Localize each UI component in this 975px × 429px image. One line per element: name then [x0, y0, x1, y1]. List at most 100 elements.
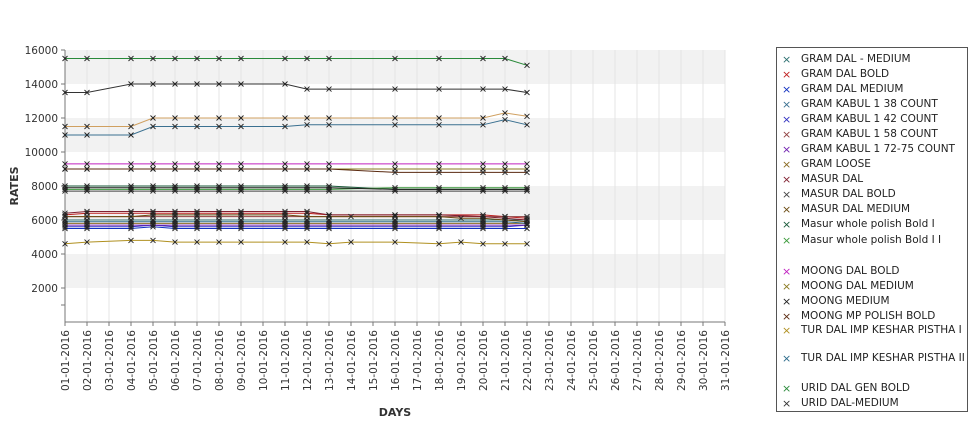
data-point — [216, 161, 222, 167]
data-point — [62, 55, 68, 62]
data-point — [480, 55, 486, 62]
legend-label: TUR DAL IMP KESHAR PISTHA I — [801, 324, 962, 336]
data-point — [84, 239, 90, 245]
x-tick-label: 26-01-2016 — [610, 330, 622, 391]
data-point — [150, 184, 156, 191]
data-point — [238, 184, 244, 191]
x-tick-label: 03-01-2016 — [104, 330, 116, 391]
x-tick-label: 20-01-2016 — [478, 330, 490, 391]
data-point — [502, 110, 508, 116]
series-line — [65, 112, 528, 127]
data-point — [458, 215, 464, 222]
x-tick-label: 02-01-2016 — [82, 330, 94, 391]
x-tick-label: 24-01-2016 — [566, 330, 578, 391]
data-point — [62, 89, 68, 96]
data-point — [304, 186, 310, 193]
data-point — [304, 121, 310, 128]
data-point — [238, 213, 244, 220]
data-point — [172, 161, 178, 167]
data-point — [62, 220, 68, 227]
x-tick-label: 04-01-2016 — [126, 330, 138, 391]
data-point — [216, 186, 222, 193]
data-point — [326, 220, 332, 227]
data-point — [348, 239, 354, 245]
data-point — [84, 186, 90, 193]
x-tick-label: 27-01-2016 — [632, 330, 644, 391]
data-point — [436, 184, 442, 191]
data-point — [172, 186, 178, 193]
legend-label: GRAM DAL MEDIUM — [801, 83, 904, 95]
data-point — [326, 121, 332, 128]
data-point — [128, 237, 134, 244]
data-point — [326, 55, 332, 62]
data-point — [392, 86, 398, 92]
data-point — [216, 184, 222, 191]
data-point — [238, 220, 244, 227]
data-point — [62, 186, 68, 193]
y-tick-label: 16000 — [25, 45, 58, 57]
data-point — [194, 166, 200, 172]
data-point — [194, 123, 200, 130]
data-point — [480, 218, 486, 225]
data-point — [172, 184, 178, 191]
data-point — [238, 123, 244, 130]
data-point — [502, 186, 508, 193]
data-point — [238, 218, 244, 225]
data-point — [150, 55, 156, 62]
data-point — [150, 166, 156, 172]
legend-marker-icon: × — [782, 98, 792, 111]
series-lines — [64, 58, 528, 245]
data-point — [392, 55, 398, 62]
data-point — [502, 169, 508, 176]
data-point — [282, 239, 288, 245]
x-tick-label: 18-01-2016 — [434, 330, 446, 391]
data-point — [326, 115, 332, 121]
data-point — [62, 213, 68, 220]
data-point — [502, 86, 508, 92]
data-point — [392, 184, 398, 191]
data-point — [238, 166, 244, 172]
data-point — [150, 161, 156, 167]
data-point — [128, 81, 134, 87]
data-point — [436, 218, 442, 225]
legend-marker-icon: × — [782, 173, 792, 186]
x-tick-label: 01-01-2016 — [60, 330, 72, 391]
data-point — [238, 81, 244, 87]
data-point — [326, 186, 332, 193]
data-point — [304, 166, 310, 172]
data-point — [128, 220, 134, 227]
data-point — [392, 218, 398, 225]
data-point — [238, 115, 244, 121]
data-point — [524, 186, 530, 193]
data-point — [84, 220, 90, 227]
x-tick-label: 09-01-2016 — [236, 330, 248, 391]
data-point — [502, 218, 508, 225]
data-point — [282, 81, 288, 87]
x-tick-label: 14-01-2016 — [346, 330, 358, 391]
data-point — [524, 220, 530, 227]
legend-label: GRAM KABUL 1 58 COUNT — [801, 128, 938, 140]
data-point — [216, 166, 222, 172]
data-point — [216, 81, 222, 87]
x-tick-label: 28-01-2016 — [654, 330, 666, 391]
data-point — [392, 169, 398, 176]
x-tick-label: 10-01-2016 — [258, 330, 270, 391]
data-point — [62, 161, 68, 167]
x-tick-label: 23-01-2016 — [544, 330, 556, 391]
legend-label: MOONG MEDIUM — [801, 295, 890, 307]
data-point — [150, 213, 156, 220]
legend-label: GRAM KABUL 1 38 COUNT — [801, 98, 938, 110]
data-point — [216, 115, 222, 121]
data-point — [480, 186, 486, 193]
data-point — [128, 218, 134, 225]
data-point — [502, 240, 508, 247]
series-line — [65, 168, 527, 173]
legend-marker-icon: × — [782, 203, 792, 216]
legend-label: URID DAL-MEDIUM — [801, 397, 899, 409]
data-point — [524, 184, 530, 191]
data-point — [194, 81, 200, 87]
series-line — [65, 119, 528, 136]
legend-label: Masur whole polish Bold I — [801, 218, 935, 230]
data-point — [238, 239, 244, 245]
